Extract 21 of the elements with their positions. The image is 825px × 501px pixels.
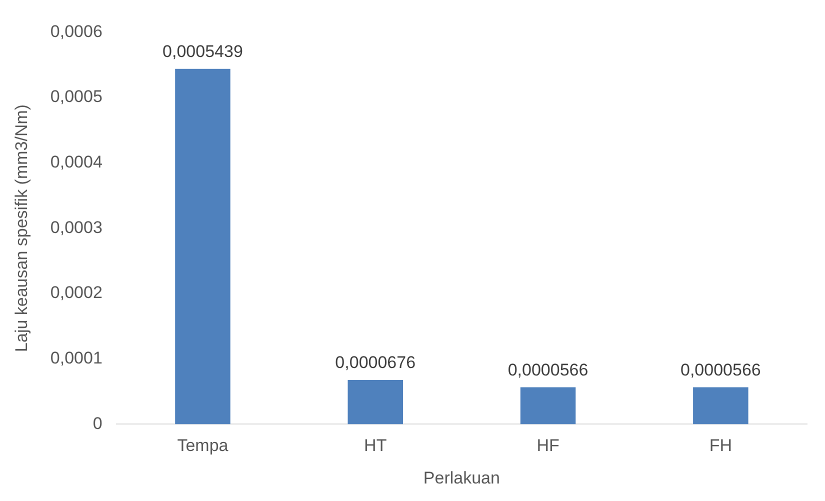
bar [348,380,403,424]
bar [693,387,748,424]
x-tick-label: FH [709,436,732,456]
data-label: 0,0005439 [162,42,243,62]
x-tick-label: HF [536,436,560,456]
bar [520,387,576,424]
y-tick-label: 0,0004 [50,152,102,172]
y-axis-title: Laju keausan spesifik (mm3/Nm) [12,104,31,352]
data-label: 0,0000566 [680,360,761,380]
y-tick-label: 0,0002 [50,283,102,302]
data-label: 0,0000566 [508,360,588,380]
x-tick-label: Tempa [177,436,229,456]
y-tick-label: 0 [92,414,102,433]
x-axis-title: Perlakuan [423,468,500,488]
data-label: 0,0000676 [335,353,416,372]
y-tick-label: 0,0003 [50,218,102,237]
x-tick-label: HT [364,436,387,456]
bar [175,68,230,424]
y-tick-label: 0,0001 [50,348,102,368]
y-tick-label: 0,0006 [50,22,102,41]
y-tick-label: 0,0005 [50,87,102,106]
